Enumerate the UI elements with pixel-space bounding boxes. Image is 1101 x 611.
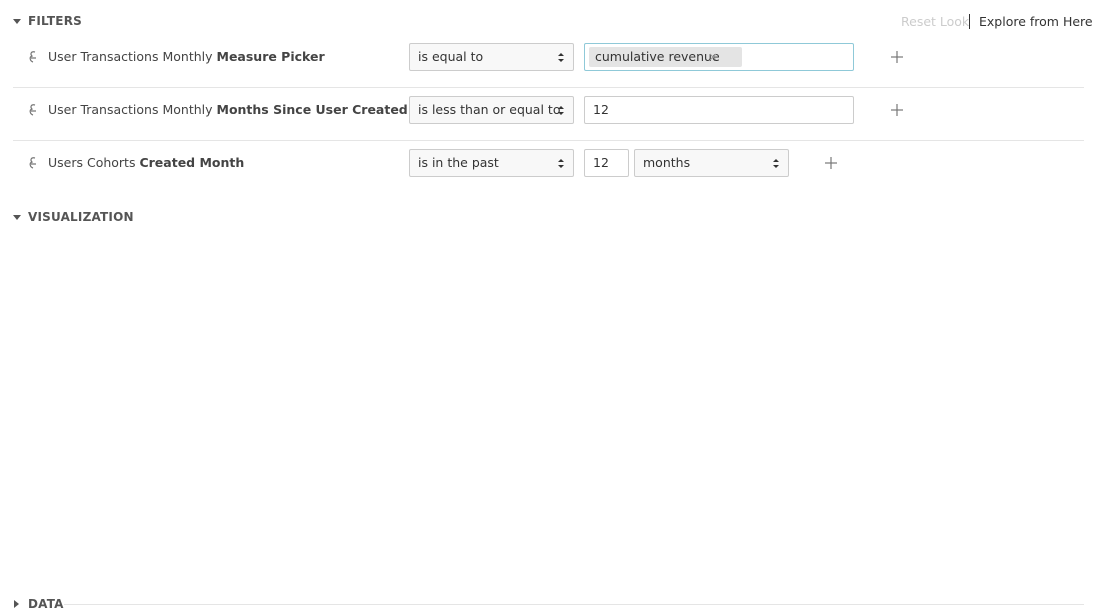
- field-label: User Transactions Monthly Measure Picker: [48, 49, 325, 64]
- select-arrows: [558, 106, 564, 115]
- x-stroke: [709, 53, 717, 61]
- field-glyph: [29, 104, 36, 116]
- field-prefix: User Transactions Monthly: [48, 49, 213, 64]
- select-arrows: [773, 159, 779, 168]
- separator: [64, 604, 1084, 605]
- operator-select[interactable]: is less than or equal to: [409, 96, 574, 124]
- value-input[interactable]: 12: [584, 149, 629, 177]
- filters-header[interactable]: FILTERS: [28, 14, 82, 28]
- field-glyph: [29, 51, 36, 63]
- add-button[interactable]: [890, 50, 904, 64]
- visualization-header[interactable]: VISUALIZATION: [28, 210, 134, 224]
- field-icon[interactable]: 020,00040,00060,00080,000012345678910Use…: [26, 50, 40, 64]
- field-icon[interactable]: [26, 103, 40, 117]
- select-arrows: [558, 159, 564, 168]
- field-label: User Transactions Monthly Months Since U…: [48, 102, 408, 117]
- field-name: Measure Picker: [216, 49, 325, 64]
- separator: [13, 140, 1084, 141]
- chip-remove[interactable]: [707, 51, 721, 65]
- value-chip[interactable]: cumulative revenue: [589, 47, 742, 67]
- field-icon[interactable]: [26, 156, 40, 170]
- field-prefix: Users Cohorts: [48, 155, 136, 170]
- value-input[interactable]: 12: [584, 96, 854, 124]
- collapse-icon[interactable]: [13, 19, 21, 24]
- add-button[interactable]: [824, 156, 838, 170]
- chart: [0, 230, 1101, 585]
- data-header[interactable]: DATA: [28, 597, 64, 611]
- add-button[interactable]: [890, 103, 904, 117]
- select-arrows: [558, 53, 564, 62]
- field-name: Created Month: [139, 155, 245, 170]
- field-glyph: [29, 157, 36, 169]
- separator: [13, 87, 1084, 88]
- operator-select[interactable]: is equal to: [409, 43, 574, 71]
- field-name: Months Since User Created: [216, 102, 408, 117]
- unit-select[interactable]: months: [634, 149, 789, 177]
- operator-select[interactable]: is in the past: [409, 149, 574, 177]
- collapse-icon[interactable]: [13, 215, 21, 220]
- chip-text: cumulative revenue: [595, 49, 720, 64]
- expand-icon[interactable]: [14, 600, 19, 608]
- reset-look[interactable]: Reset Look: [901, 14, 970, 29]
- value-input[interactable]: cumulative revenue: [584, 43, 854, 71]
- explore-link[interactable]: Explore from Here: [969, 14, 1093, 29]
- field-prefix: User Transactions Monthly: [48, 102, 213, 117]
- field-label: Users Cohorts Created Month: [48, 155, 244, 170]
